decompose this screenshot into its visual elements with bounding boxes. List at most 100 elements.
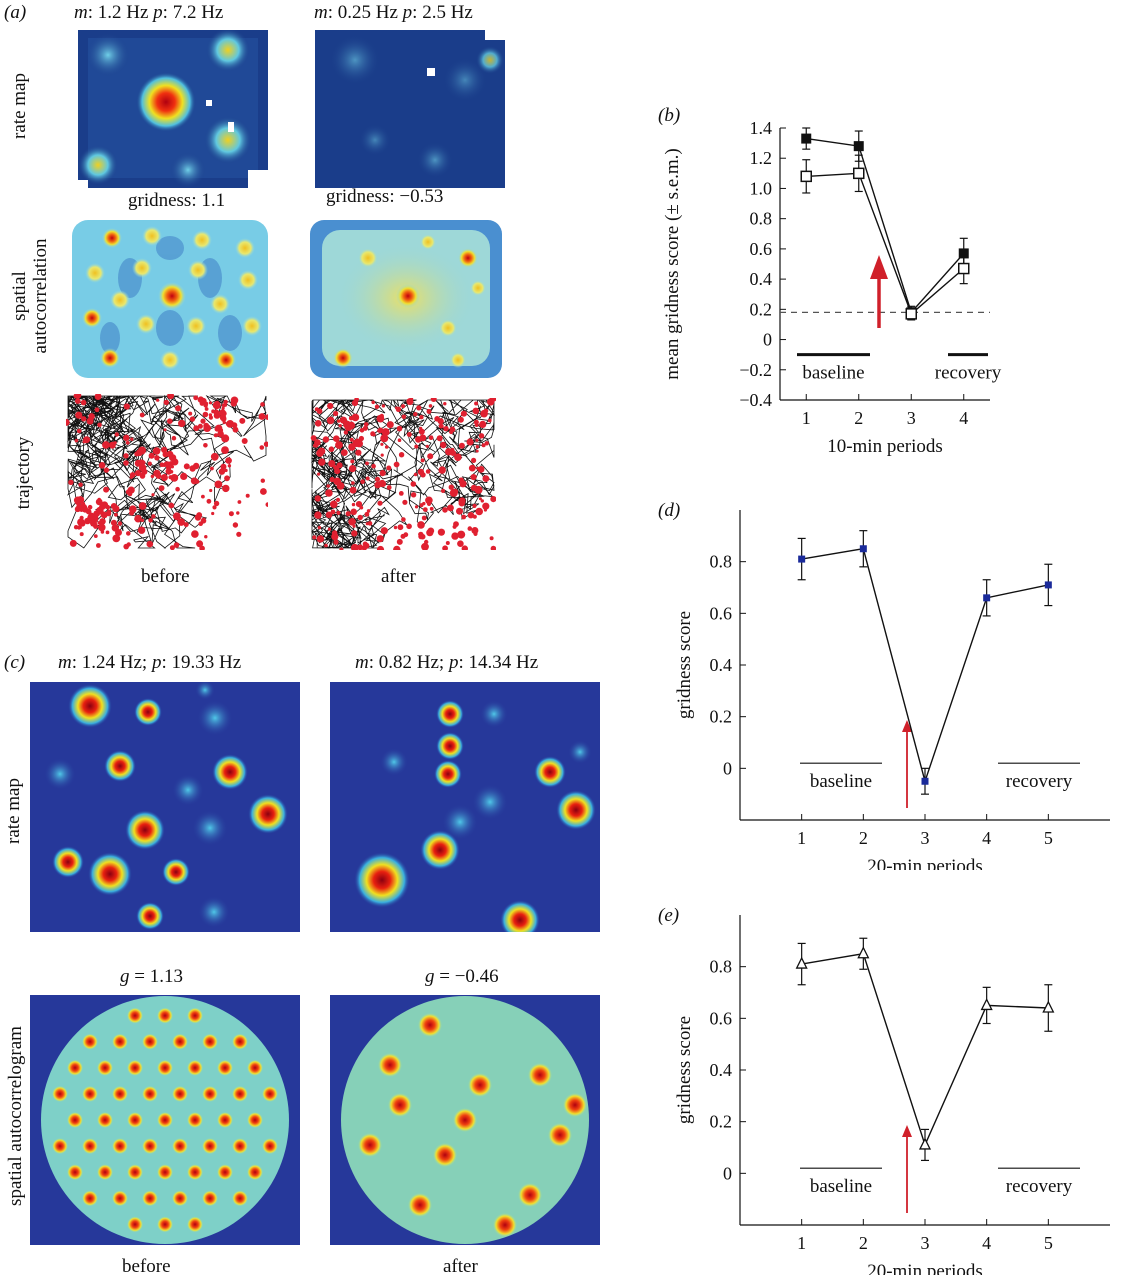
spike-dot: [406, 432, 412, 437]
spike-dot: [418, 531, 424, 538]
spike-dot: [123, 403, 130, 410]
x-tick-label: 2: [854, 408, 863, 428]
spike-dot: [365, 461, 369, 466]
spike-dot: [88, 512, 95, 519]
y-tick-label: 0.8: [710, 552, 733, 572]
spike-dot: [350, 459, 355, 464]
autocorrelogram-peak: [157, 1059, 173, 1076]
spike-dot: [426, 501, 432, 506]
spike-dot: [425, 444, 429, 448]
spike-dot: [386, 421, 394, 429]
spike-dot: [90, 519, 97, 527]
series-line: [806, 172, 965, 316]
spike-dot: [87, 504, 93, 510]
spike-dot: [161, 446, 168, 453]
spike-dot: [334, 468, 341, 475]
autocorrelogram-peak: [433, 1143, 457, 1167]
panel-c-row-autocorrelogram: spatial autocorrelogram: [5, 1026, 26, 1206]
spike-dot: [348, 518, 356, 526]
spike-dot: [203, 443, 208, 448]
spike-dot: [413, 412, 418, 417]
data-point: [958, 262, 970, 275]
spike-dot: [393, 545, 401, 550]
panel-c-row-rate-map: rate map: [3, 778, 24, 844]
autocorrelogram-peak: [142, 1033, 158, 1050]
spike-dot: [425, 496, 433, 505]
spike-dot: [169, 545, 175, 550]
spike-dot: [195, 479, 200, 484]
x-tick-label: 2: [859, 1233, 868, 1253]
spike-dot: [317, 447, 326, 456]
spike-dot: [351, 530, 358, 537]
spike-dot: [426, 529, 434, 537]
autocorrelogram-peak: [97, 1059, 113, 1076]
spike-dot: [314, 511, 322, 519]
spike-dot: [199, 545, 205, 550]
autocorrelogram-peak: [202, 1138, 218, 1155]
spike-dot: [487, 418, 492, 423]
spike-dot: [417, 521, 425, 529]
y-tick-label: 0: [723, 1163, 732, 1183]
spike-dot: [363, 422, 369, 427]
spike-dot: [327, 402, 334, 410]
spike-dot: [189, 416, 196, 422]
spike-dot: [414, 444, 419, 449]
spike-dot: [173, 542, 180, 548]
spike-dot: [148, 517, 153, 523]
spike-dot: [154, 455, 160, 461]
spike-dot: [103, 486, 110, 493]
spike-dot: [153, 469, 161, 477]
spike-dot: [316, 535, 325, 543]
autocorrelogram-peak: [528, 1063, 552, 1087]
panel-a-row-autocorrelation: autocorrelation: [30, 238, 51, 354]
y-tick-label: 0.6: [710, 603, 733, 623]
spike-dot: [150, 474, 155, 479]
spike-dot: [473, 531, 478, 536]
baseline-label: baseline: [810, 1176, 872, 1197]
autocorrelogram-peak: [548, 1123, 572, 1147]
spike-dot: [114, 432, 119, 437]
spike-dot: [461, 514, 467, 520]
autocorrelogram-peak: [142, 1085, 158, 1102]
spike-dot: [335, 497, 341, 502]
spike-dot: [237, 500, 242, 504]
autocorrelogram-peak: [247, 1164, 263, 1181]
spike-dot: [339, 547, 344, 550]
y-tick-label: 1.2: [750, 148, 773, 168]
spike-dot: [449, 426, 456, 433]
autocorrelogram-peak: [97, 1164, 113, 1181]
autocorrelogram-peak: [67, 1112, 83, 1128]
spike-dot: [74, 438, 79, 443]
spike-dot: [88, 413, 95, 420]
spike-dot: [490, 545, 496, 550]
spike-dot: [372, 433, 376, 437]
spike-dot: [398, 491, 404, 496]
y-tick-label: 0.6: [710, 1008, 733, 1028]
spike-dot: [193, 395, 199, 401]
spike-dot: [438, 530, 444, 536]
spike-dot: [221, 406, 225, 410]
data-point: [918, 1137, 932, 1150]
spike-dot: [357, 544, 364, 550]
spike-dot: [468, 464, 476, 472]
spike-dot: [352, 524, 356, 528]
spike-dot: [314, 495, 321, 502]
spike-dot: [350, 508, 357, 516]
spike-dot: [218, 468, 226, 475]
autocorrelogram-peak: [418, 1013, 442, 1037]
spike-dot: [327, 527, 331, 531]
spike-dot: [317, 472, 321, 476]
x-tick-label: 1: [797, 1233, 806, 1253]
spike-dot: [139, 472, 145, 478]
spike-dot: [206, 498, 212, 504]
data-point: [983, 594, 991, 602]
spike-dot: [213, 500, 220, 507]
y-tick-label: 0: [763, 330, 772, 350]
spike-dot: [380, 434, 389, 443]
spike-dot: [162, 463, 167, 467]
spike-dot: [99, 518, 106, 525]
spike-dot: [344, 423, 353, 431]
spike-dot: [438, 423, 444, 429]
spike-dot: [328, 460, 336, 468]
data-point: [980, 997, 993, 1011]
